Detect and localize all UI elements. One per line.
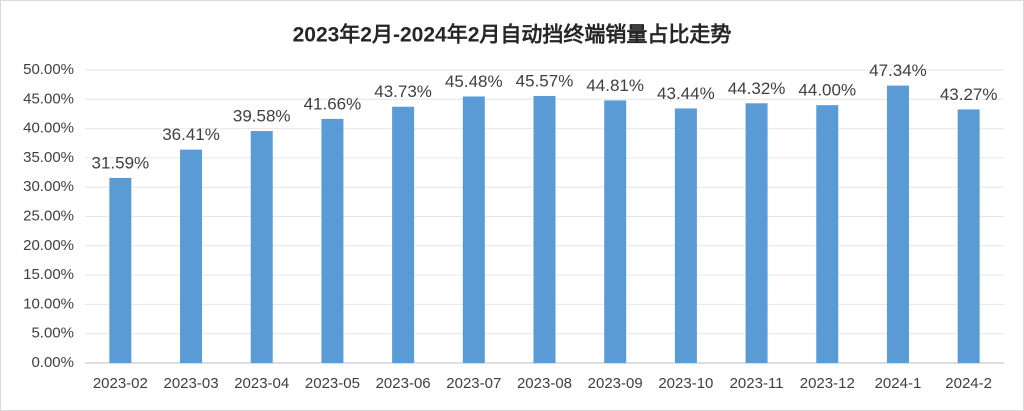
y-tick-label: 0.00%: [31, 354, 74, 371]
value-label: 45.57%: [516, 71, 574, 90]
bar: [886, 85, 909, 364]
bar: [816, 105, 839, 363]
y-tick-label: 35.00%: [23, 149, 74, 166]
value-label: 44.32%: [728, 79, 786, 98]
value-label: 43.44%: [657, 84, 715, 103]
value-label: 47.34%: [869, 61, 927, 80]
value-label: 45.48%: [445, 72, 503, 91]
bar: [392, 106, 415, 364]
x-tick-label: 2024-1: [875, 375, 922, 392]
value-label: 43.73%: [374, 82, 432, 101]
y-tick-label: 25.00%: [23, 207, 74, 224]
x-tick-label: 2023-08: [517, 375, 572, 392]
bar: [109, 177, 132, 363]
y-tick-label: 40.00%: [23, 120, 74, 137]
value-label: 31.59%: [92, 153, 150, 172]
x-tick-label: 2023-12: [800, 375, 855, 392]
bar: [604, 100, 627, 364]
y-tick-label: 30.00%: [23, 178, 74, 195]
y-tick-label: 5.00%: [31, 325, 74, 342]
x-tick-label: 2023-02: [93, 375, 148, 392]
value-label: 41.66%: [304, 94, 362, 113]
x-tick-label: 2023-09: [588, 375, 643, 392]
value-label: 36.41%: [162, 125, 220, 144]
x-tick-label: 2023-06: [376, 375, 431, 392]
bar: [321, 118, 344, 363]
value-label: 44.81%: [586, 76, 644, 95]
x-tick-label: 2023-10: [658, 375, 713, 392]
bar: [745, 103, 768, 364]
y-tick-label: 15.00%: [23, 266, 74, 283]
y-tick-label: 45.00%: [23, 90, 74, 107]
y-tick-label: 20.00%: [23, 237, 74, 254]
chart-title: 2023年2月-2024年2月自动挡终端销量占比走势: [293, 23, 732, 47]
bar: [674, 108, 697, 364]
bar: [250, 131, 273, 363]
x-tick-label: 2023-07: [446, 375, 501, 392]
x-tick-label: 2023-05: [305, 375, 360, 392]
bar: [957, 109, 980, 363]
x-tick-label: 2023-03: [164, 375, 219, 392]
bar: [180, 149, 203, 363]
bar: [533, 95, 556, 363]
x-tick-label: 2023-11: [730, 375, 784, 392]
x-tick-label: 2023-04: [234, 375, 289, 392]
value-label: 44.00%: [798, 81, 856, 100]
y-tick-label: 50.00%: [23, 61, 74, 78]
x-tick-label: 2024-2: [945, 375, 992, 392]
bar: [462, 96, 485, 364]
value-label: 43.27%: [940, 85, 998, 104]
y-tick-label: 10.00%: [23, 295, 74, 312]
value-label: 39.58%: [233, 107, 291, 126]
